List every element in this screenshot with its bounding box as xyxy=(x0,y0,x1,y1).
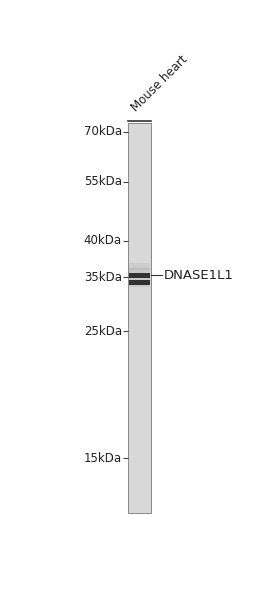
Text: 40kDa: 40kDa xyxy=(84,234,122,247)
Bar xyxy=(129,268,150,287)
Text: 35kDa: 35kDa xyxy=(84,270,122,283)
Text: 70kDa: 70kDa xyxy=(84,125,122,138)
Bar xyxy=(128,123,151,513)
Bar xyxy=(129,280,150,285)
Text: 25kDa: 25kDa xyxy=(84,325,122,338)
Bar xyxy=(129,273,150,278)
Text: DNASE1L1: DNASE1L1 xyxy=(164,269,234,282)
Bar xyxy=(129,263,150,270)
Text: 55kDa: 55kDa xyxy=(84,176,122,188)
Text: Mouse heart: Mouse heart xyxy=(129,52,190,114)
Text: 15kDa: 15kDa xyxy=(84,452,122,465)
